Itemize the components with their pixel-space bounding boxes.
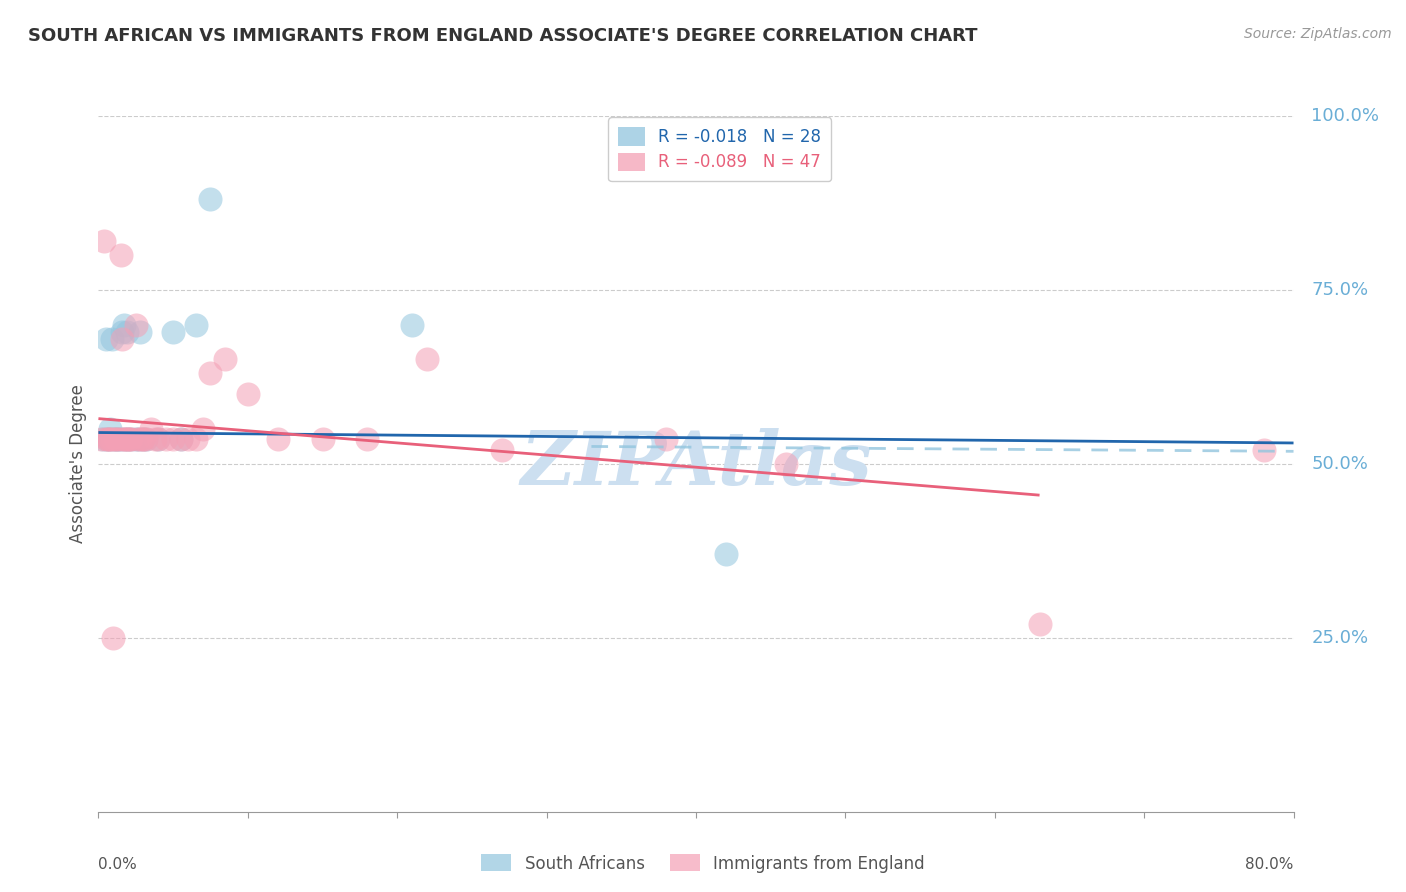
Point [117,433,139,447]
Y-axis label: Associate's Degree: Associate's Degree [69,384,87,543]
Point [132,433,155,447]
Point [114,433,136,447]
Point [110,433,132,447]
Point [155,433,177,447]
Point [184,433,207,447]
Point [115,433,138,447]
Text: 100.0%: 100.0% [1312,107,1379,125]
Text: 25.0%: 25.0% [1312,629,1368,647]
Point [356,433,378,447]
Text: SOUTH AFRICAN VS IMMIGRANTS FROM ENGLAND ASSOCIATE'S DEGREE CORRELATION CHART: SOUTH AFRICAN VS IMMIGRANTS FROM ENGLAND… [28,27,977,45]
Point [117,433,139,447]
Point [191,422,214,436]
Point [112,318,135,332]
Text: 80.0%: 80.0% [1246,857,1294,872]
Point [139,422,162,436]
Point [148,433,170,447]
Point [93,234,115,248]
Point [714,547,737,561]
Text: 0.0%: 0.0% [98,857,138,872]
Point [184,318,207,332]
Point [1028,616,1050,631]
Point [112,433,135,447]
Point [103,433,125,447]
Point [120,433,142,447]
Point [101,433,124,447]
Point [655,433,678,447]
Point [114,433,136,447]
Point [401,318,423,332]
Point [148,433,170,447]
Point [94,433,117,447]
Point [97,433,120,447]
Point [98,433,122,447]
Point [491,442,513,457]
Point [129,325,152,339]
Point [94,332,117,346]
Point [236,387,259,401]
Point [115,325,138,339]
Point [129,433,152,447]
Text: ZIPAtlas: ZIPAtlas [520,427,872,500]
Point [214,352,236,367]
Point [135,433,157,447]
Point [177,433,200,447]
Point [103,631,125,645]
Point [105,433,128,447]
Point [200,367,222,381]
Point [416,352,439,367]
Point [169,433,191,447]
Point [97,433,120,447]
Text: 75.0%: 75.0% [1312,281,1368,299]
Point [111,325,134,339]
Point [132,433,155,447]
Point [107,433,129,447]
Point [127,433,149,447]
Point [96,433,118,447]
Point [128,433,150,447]
Point [104,433,127,447]
Text: Source: ZipAtlas.com: Source: ZipAtlas.com [1244,27,1392,41]
Point [107,433,129,447]
Point [91,433,114,447]
Point [169,433,191,447]
Point [132,433,155,447]
Point [1253,442,1275,457]
Point [90,433,112,447]
Point [105,433,128,447]
Point [110,248,132,262]
Point [125,318,148,332]
Point [162,325,184,339]
Point [162,433,184,447]
Point [200,193,222,207]
Point [143,433,166,447]
Point [98,422,122,436]
Point [775,457,797,471]
Text: 50.0%: 50.0% [1312,455,1368,473]
Point [125,433,148,447]
Point [120,433,142,447]
Point [135,433,157,447]
Point [101,332,124,346]
Point [110,433,132,447]
Point [311,433,333,447]
Point [96,433,118,447]
Point [111,332,134,346]
Legend: R = -0.018   N = 28, R = -0.089   N = 47: R = -0.018 N = 28, R = -0.089 N = 47 [609,118,831,181]
Legend: South Africans, Immigrants from England: South Africans, Immigrants from England [475,847,931,880]
Point [118,433,141,447]
Point [267,433,290,447]
